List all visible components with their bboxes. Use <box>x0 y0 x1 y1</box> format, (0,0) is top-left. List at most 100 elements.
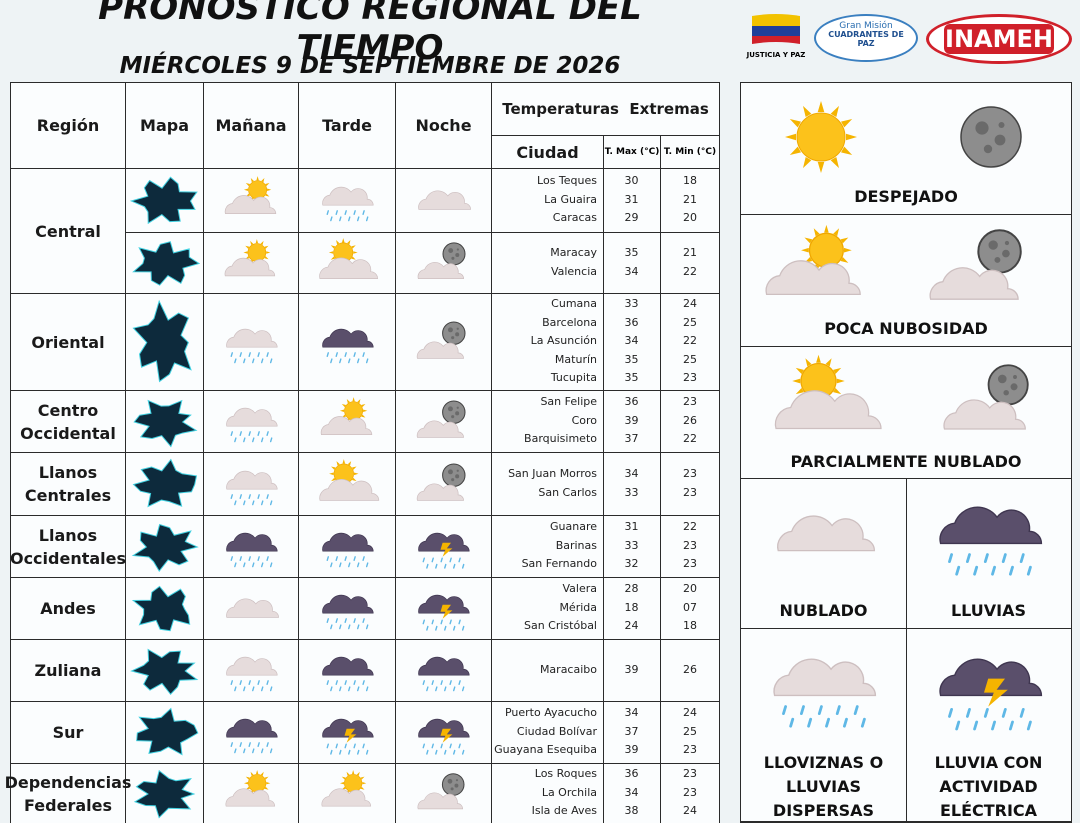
subcolumn-header: T. Max (°C) <box>603 135 661 169</box>
rain-drop <box>242 499 246 505</box>
weather-icon <box>417 242 466 279</box>
rain-drop <box>817 705 823 715</box>
sun-ray <box>264 245 269 249</box>
rain-drop <box>440 619 443 625</box>
forecast-cell <box>203 232 299 294</box>
cloud <box>321 328 374 348</box>
city-name: La Asunción <box>530 334 597 348</box>
rain-drop <box>449 557 452 563</box>
tmin-cell <box>660 390 720 453</box>
rain-drop <box>431 557 434 563</box>
region-map <box>129 176 198 225</box>
weather-icon <box>321 718 374 755</box>
min-temperature: 22 <box>683 264 697 278</box>
rain-drop <box>361 618 365 623</box>
map-shape <box>129 176 198 225</box>
min-temperature: 23 <box>683 557 697 571</box>
sun-ray <box>795 367 804 374</box>
cloud <box>777 515 876 552</box>
cloud <box>225 470 278 490</box>
moon-crater <box>451 477 455 481</box>
max-temperature: 18 <box>624 600 639 614</box>
moon-crater <box>456 406 459 409</box>
map-shape <box>132 241 201 286</box>
min-temperature: 23 <box>683 785 697 799</box>
legend-label: DESPEJADO <box>854 187 958 206</box>
rain-drop <box>347 562 350 568</box>
rain-drop <box>242 686 246 692</box>
rain-drop <box>343 351 347 357</box>
weather-icon <box>225 470 278 505</box>
rain-drop <box>1001 708 1007 718</box>
moon-crater <box>447 406 453 412</box>
min-temperature: 26 <box>683 413 697 427</box>
forecast-cell <box>203 701 299 764</box>
weather-icon <box>765 224 861 296</box>
min-temperature: 23 <box>683 395 697 409</box>
rain-drop <box>329 562 333 568</box>
moon <box>987 364 1029 406</box>
forecast-cell <box>298 452 396 516</box>
rain-drop <box>265 742 269 747</box>
forecast-cell <box>395 232 492 294</box>
moon-crater <box>1002 249 1010 258</box>
rain-drop <box>247 680 251 685</box>
rain-drop <box>230 742 233 747</box>
sun-ray <box>789 146 801 155</box>
rain-drop <box>265 493 269 499</box>
sun-ray <box>264 776 269 780</box>
rain-drop <box>426 625 429 631</box>
rain-drop <box>343 743 347 749</box>
forecast-cell <box>203 763 299 823</box>
weather-icon <box>225 656 278 692</box>
rain-drop <box>426 563 429 569</box>
rain-drop <box>230 680 233 685</box>
max-temperature: 38 <box>624 804 639 818</box>
legend-section <box>741 83 1071 215</box>
column-header: Noche <box>395 82 492 169</box>
weather-icon <box>418 532 470 569</box>
forecast-cell <box>298 701 396 764</box>
region-name: Centro Occidental <box>10 390 126 453</box>
rain-drop <box>347 686 350 692</box>
tmin-cell <box>660 701 720 764</box>
min-temperature: 26 <box>683 662 697 676</box>
region-name: Sur <box>10 701 126 764</box>
moon-crater <box>454 783 459 788</box>
rain-drop <box>233 562 237 568</box>
forecast-cell <box>298 232 396 294</box>
weather-icon <box>418 594 470 631</box>
rain-drop <box>260 357 263 363</box>
forecast-cell <box>298 763 396 823</box>
rain-drop <box>431 619 434 625</box>
sun-ray <box>243 251 248 254</box>
forecast-table: Región Mapa Mañana Tarde Noche Temperaturas E… <box>5 82 720 823</box>
rain-drop <box>269 437 272 443</box>
map-cell <box>125 639 204 702</box>
max-temperature: 30 <box>624 174 639 188</box>
rain-drop <box>435 563 438 569</box>
city-name: Guanare <box>550 520 597 534</box>
forecast-cell <box>203 293 299 391</box>
legend-section <box>741 347 1071 479</box>
rain-drop <box>1026 720 1032 731</box>
city-cell <box>491 763 604 823</box>
weather-icon <box>224 176 276 214</box>
sun-ray <box>840 257 849 263</box>
rain-drop <box>1019 708 1025 718</box>
region-name: Oriental <box>10 293 126 391</box>
legend-section <box>741 629 906 822</box>
city-name: San Fernando <box>521 557 597 571</box>
max-temperature: 35 <box>624 352 639 366</box>
max-temperature: 24 <box>624 619 639 633</box>
city-name: Barcelona <box>542 315 597 329</box>
moon <box>977 229 1022 274</box>
max-temperature: 35 <box>624 371 639 385</box>
rain-drop <box>269 562 272 568</box>
rain-drop <box>458 619 461 625</box>
rain-drop <box>453 563 456 569</box>
sun-ray <box>266 782 271 785</box>
subcolumn-header: T. Min (°C) <box>660 135 720 169</box>
min-temperature: 25 <box>683 352 697 366</box>
